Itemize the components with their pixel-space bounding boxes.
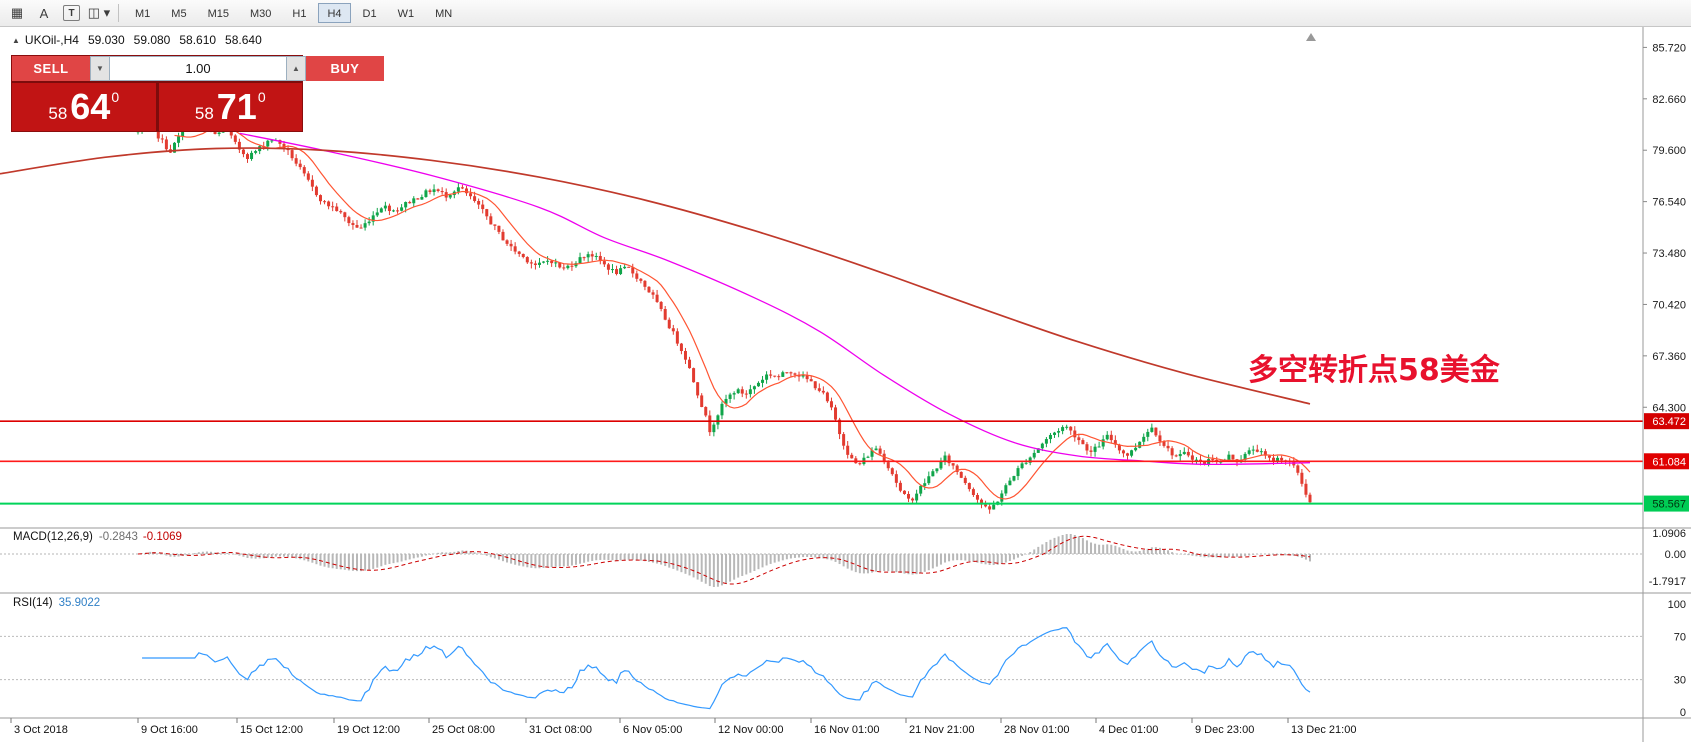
buy-price-prefix: 58	[194, 104, 214, 123]
svg-text:100: 100	[1668, 599, 1686, 611]
svg-text:63.472: 63.472	[1652, 416, 1686, 428]
timeframe-group: M1 M5 M15 M30 H1 H4 D1 W1 MN	[126, 3, 461, 23]
shapes-dropdown-icon[interactable]: ◫ ▾	[87, 5, 111, 20]
rsi-panel: 100 70 30 0	[0, 599, 1686, 719]
sell-price-button[interactable]: 58 64 0	[12, 83, 156, 131]
font-tool-icon[interactable]: A	[39, 5, 49, 21]
quote-open: 59.030	[87, 33, 125, 47]
medium-ma-line	[239, 132, 1311, 466]
svg-text:31 Oct 08:00: 31 Oct 08:00	[529, 724, 592, 736]
svg-text:12 Nov 00:00: 12 Nov 00:00	[718, 724, 783, 736]
timeframe-button-H1[interactable]: H1	[292, 8, 307, 20]
sell-button[interactable]: SELL	[12, 56, 90, 81]
price-badge	[1644, 495, 1689, 512]
svg-text:21 Nov 21:00: 21 Nov 21:00	[909, 724, 974, 736]
svg-text:61.084: 61.084	[1652, 456, 1686, 468]
macd-signal-line	[137, 535, 1311, 585]
one-click-trading-panel: SELL ▼ ▲ BUY 58 64 0 58 71 0	[11, 55, 384, 132]
svg-text:58.567: 58.567	[1652, 499, 1686, 511]
svg-text:64.300: 64.300	[1652, 402, 1686, 414]
svg-text:67.360: 67.360	[1652, 351, 1686, 363]
candlestick-series	[136, 119, 1312, 514]
toolbar-separator	[118, 4, 119, 22]
volume-increase-button[interactable]: ▲	[286, 56, 306, 81]
svg-text:0: 0	[1680, 707, 1686, 719]
macd-signal-value: -0.1069	[142, 531, 182, 543]
volume-decrease-button[interactable]: ▼	[90, 56, 110, 81]
svg-text:6 Nov 05:00: 6 Nov 05:00	[623, 724, 682, 736]
quote-close: 58.640	[225, 33, 262, 47]
svg-text:1.0906: 1.0906	[1652, 528, 1686, 540]
grid-tool-icon[interactable]: ▦	[10, 5, 24, 20]
quote-header: ▲ UKOil-,H4 59.030 59.080 58.610 58.640	[12, 33, 262, 47]
svg-text:30: 30	[1674, 675, 1686, 687]
timeframe-button-W1[interactable]: W1	[397, 8, 415, 20]
timeframe-button-M1[interactable]: M1	[135, 8, 151, 20]
svg-text:19 Oct 12:00: 19 Oct 12:00	[337, 724, 400, 736]
svg-text:25 Oct 08:00: 25 Oct 08:00	[432, 724, 495, 736]
volume-input[interactable]	[110, 56, 286, 81]
svg-text:28 Nov 01:00: 28 Nov 01:00	[1004, 724, 1069, 736]
buy-price-sup: 0	[257, 89, 266, 105]
buy-button[interactable]: BUY	[306, 56, 384, 81]
horizontal-level-lines	[0, 420, 1643, 505]
annotation-text: 多空转折点58美金	[1248, 353, 1500, 388]
symbol-marker-icon: ▲	[12, 35, 20, 45]
svg-text:13 Dec 21:00: 13 Dec 21:00	[1291, 724, 1356, 736]
macd-panel: 1.0906 0.00 -1.7917	[0, 528, 1686, 588]
rsi-value: 35.9022	[58, 597, 101, 609]
timeframe-button-M15[interactable]: M15	[207, 8, 229, 20]
svg-text:85.720: 85.720	[1652, 42, 1686, 54]
macd-main-value: -0.2843	[98, 531, 138, 543]
svg-text:4 Dec 01:00: 4 Dec 01:00	[1099, 724, 1158, 736]
svg-text:3 Oct 2018: 3 Oct 2018	[14, 724, 68, 736]
sell-price-sup: 0	[111, 89, 120, 105]
timeframe-button-MN[interactable]: MN	[435, 8, 453, 20]
macd-name: MACD(12,26,9)	[13, 531, 93, 543]
quote-high: 59.080	[133, 33, 171, 47]
rsi-name: RSI(14)	[13, 597, 53, 609]
svg-text:-1.7917: -1.7917	[1649, 576, 1686, 588]
svg-text:76.540: 76.540	[1652, 197, 1686, 209]
timeframe-button-H4[interactable]: H4	[318, 3, 351, 23]
quote-symbol: UKOil-,H4	[24, 33, 79, 47]
buy-price-button[interactable]: 58 71 0	[158, 83, 302, 131]
timeframe-button-M5[interactable]: M5	[171, 8, 187, 20]
sell-price-prefix: 58	[48, 104, 68, 123]
svg-text:9 Oct 16:00: 9 Oct 16:00	[141, 724, 198, 736]
drawing-tools-group: ▦ A T ◫ ▾	[5, 3, 111, 24]
price-scale[interactable]: 85.720 82.660 79.600 76.540 73.480 70.420 67.3…	[1643, 42, 1689, 512]
macd-indicator-label: MACD(12,26,9) -0.2843 -0.1069	[13, 531, 182, 543]
quote-low: 58.610	[179, 33, 217, 47]
sell-price-big: 64	[70, 86, 111, 127]
svg-text:70: 70	[1674, 631, 1686, 643]
price-badge	[1644, 453, 1689, 470]
svg-text:70.420: 70.420	[1652, 299, 1686, 311]
slow-ma-line	[0, 147, 1311, 405]
svg-text:82.660: 82.660	[1652, 94, 1686, 106]
rsi-line	[142, 627, 1311, 710]
fast-ma-line	[174, 127, 1311, 500]
rsi-indicator-label: RSI(14) 35.9022	[13, 597, 100, 609]
text-label-tool-icon[interactable]: T	[63, 5, 80, 21]
price-badge	[1644, 413, 1689, 430]
toolbar: ▦ A T ◫ ▾ M1 M5 M15 M30 H1 H4 D1 W1 MN	[0, 0, 1691, 27]
svg-text:79.600: 79.600	[1652, 145, 1686, 157]
buy-price-big: 71	[216, 86, 257, 127]
svg-text:15 Oct 12:00: 15 Oct 12:00	[240, 724, 303, 736]
svg-text:9 Dec 23:00: 9 Dec 23:00	[1195, 724, 1254, 736]
time-axis[interactable]: 3 Oct 2018 9 Oct 16:00 15 Oct 12:00 19 Oct …	[10, 718, 1356, 736]
timeframe-button-M30[interactable]: M30	[249, 8, 272, 20]
svg-text:0.00: 0.00	[1665, 549, 1686, 561]
svg-text:73.480: 73.480	[1652, 248, 1686, 260]
svg-text:16 Nov 01:00: 16 Nov 01:00	[814, 724, 879, 736]
chart-shift-marker-icon[interactable]	[1306, 33, 1316, 41]
timeframe-button-D1[interactable]: D1	[362, 8, 377, 20]
